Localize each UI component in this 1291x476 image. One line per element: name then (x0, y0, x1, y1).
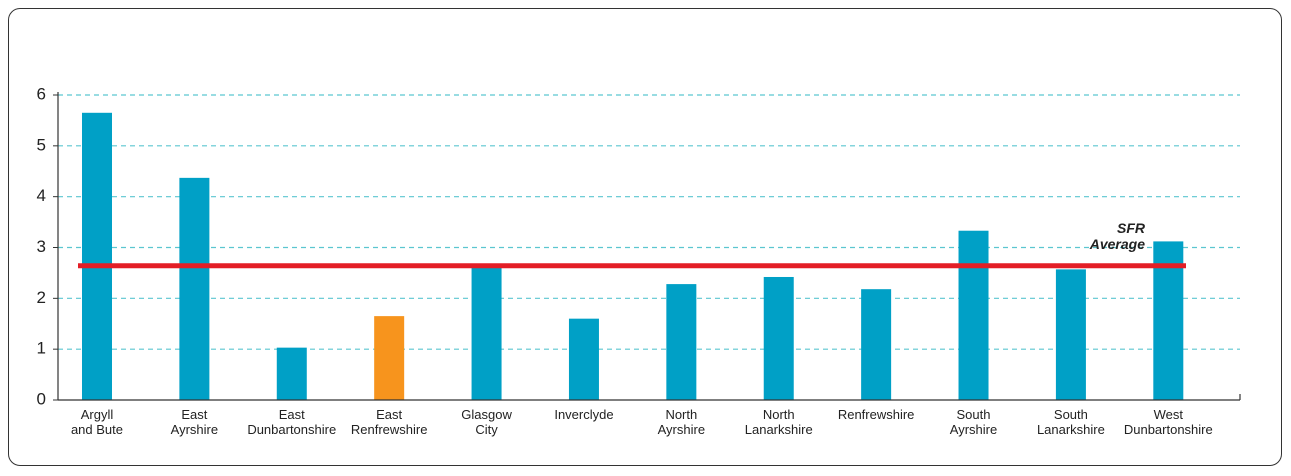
x-tick-label: Inverclyde (554, 407, 614, 422)
x-tick-label: North Ayrshire (657, 407, 706, 437)
y-tick-label: 4 (37, 186, 46, 205)
x-tick-label: Glasgow City (461, 407, 512, 437)
bar (568, 318, 599, 400)
y-tick-label: 3 (37, 237, 46, 256)
x-tick-label: North Lanarkshire (744, 407, 813, 437)
bar (179, 177, 210, 400)
x-tick-label: South Lanarkshire (1036, 407, 1105, 437)
x-tick-label: East Renfrewshire (350, 407, 428, 437)
y-tick-label: 2 (37, 288, 46, 307)
y-tick-label: 6 (37, 84, 46, 103)
x-tick-label: Renfrewshire (837, 407, 915, 422)
bar (666, 284, 697, 400)
bar (763, 276, 794, 400)
x-tick-label: West Dunbartonshire (1123, 407, 1213, 437)
average-label: SFR Average (1089, 219, 1145, 252)
bar (374, 316, 405, 400)
x-tick-label: East Dunbartonshire (247, 407, 337, 437)
frame (8, 8, 1282, 466)
y-tick-label: 5 (37, 135, 46, 154)
bar (471, 265, 502, 400)
x-tick-label: South Ayrshire (949, 407, 998, 437)
bar (81, 112, 112, 401)
bar (276, 347, 307, 400)
bar (1055, 269, 1086, 400)
x-tick-label: East Ayrshire (170, 407, 219, 437)
y-tick-label: 1 (37, 339, 46, 358)
x-tick-label: Argyll and Bute (70, 407, 123, 437)
y-tick-label: 0 (37, 389, 46, 408)
bar (958, 230, 989, 400)
bar (861, 289, 892, 400)
